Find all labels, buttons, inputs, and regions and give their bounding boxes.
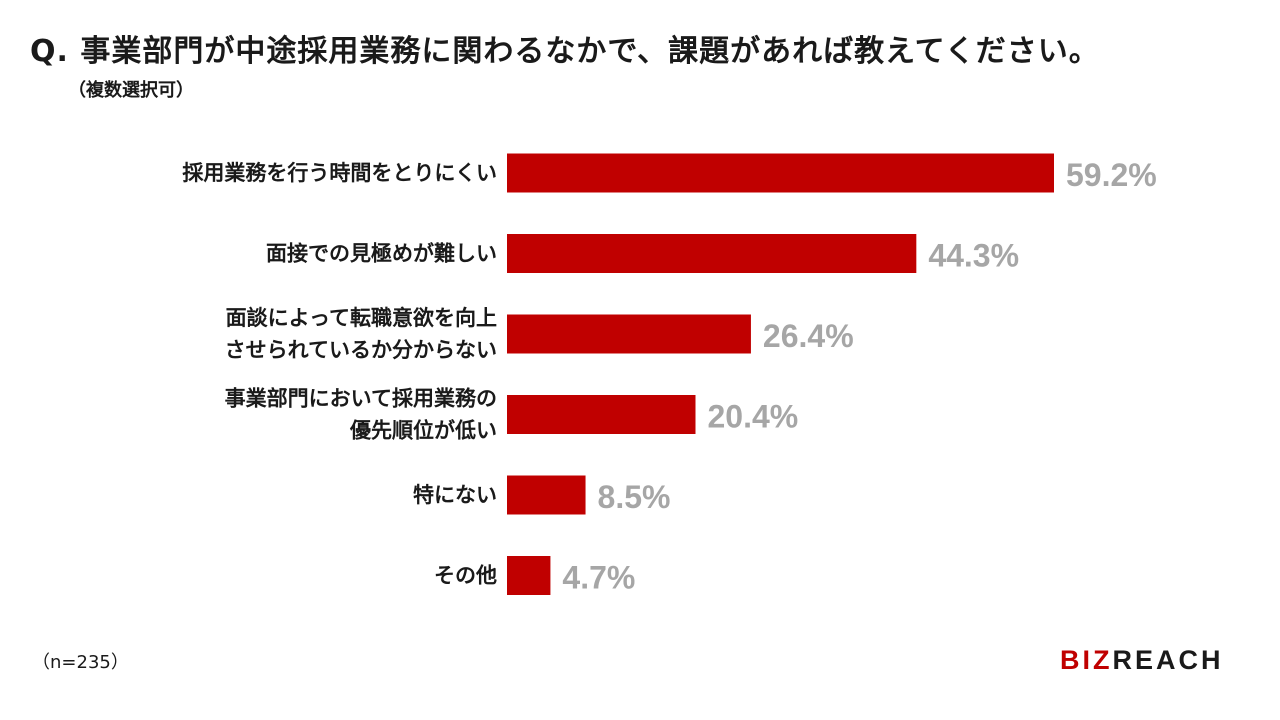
category-label-1-0: 面接での見極めが難しい (266, 242, 497, 266)
category-label-3-1: 優先順位が低い (349, 419, 497, 443)
chart-subtitle: （複数選択可） (68, 80, 194, 101)
sample-size-note: （n=235） (32, 652, 129, 673)
bar-5 (507, 556, 551, 595)
bar-3 (507, 395, 696, 434)
category-label-5-0: その他 (434, 564, 497, 588)
value-label-0: 59.2% (1066, 157, 1157, 193)
category-label-0-0: 採用業務を行う時間をとりにくい (182, 161, 497, 185)
logo-text-dark: REACH (1112, 645, 1224, 675)
category-label-3-0: 事業部門において採用業務の (225, 387, 497, 411)
logo-text-red: BIZ (1060, 645, 1113, 675)
chart-title: Q. 事業部門が中途採用業務に関わるなかで、課題があれば教えてください。 (30, 34, 1100, 69)
bizreach-logo: BIZREACH (1060, 645, 1224, 676)
bar-0 (507, 153, 1054, 193)
value-label-1: 44.3% (928, 238, 1019, 274)
category-label-2-1: させられているか分からない (225, 338, 497, 362)
bar-1 (507, 234, 917, 273)
bar-2 (507, 314, 751, 354)
bar-4 (507, 475, 586, 515)
category-label-4-0: 特にない (413, 483, 497, 507)
category-label-2-0: 面談によって転職意欲を向上 (226, 306, 497, 330)
value-label-5: 4.7% (562, 560, 635, 596)
value-label-3: 20.4% (707, 399, 798, 435)
value-label-4: 8.5% (598, 479, 671, 515)
value-label-2: 26.4% (763, 318, 854, 354)
